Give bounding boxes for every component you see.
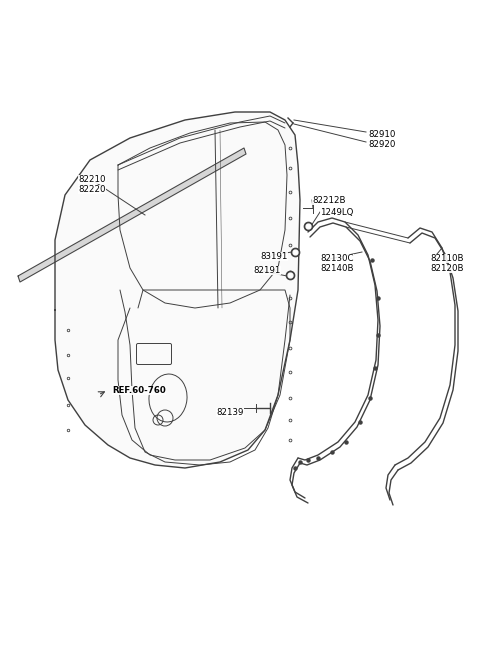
Text: REF.60-760: REF.60-760 [112, 386, 166, 395]
Text: 82220: 82220 [78, 185, 106, 194]
Polygon shape [18, 148, 246, 282]
Text: 82210: 82210 [78, 175, 106, 184]
Text: 82191: 82191 [253, 266, 280, 275]
Text: 82120B: 82120B [430, 264, 464, 273]
Text: 82139: 82139 [216, 408, 243, 417]
Text: 82110B: 82110B [430, 254, 464, 263]
Text: 82212B: 82212B [312, 196, 346, 205]
Text: 82130C: 82130C [320, 254, 353, 263]
Text: 1249LQ: 1249LQ [320, 208, 353, 217]
Text: 82140B: 82140B [320, 264, 353, 273]
Text: 82910: 82910 [368, 130, 396, 139]
Text: 82920: 82920 [368, 140, 396, 149]
Polygon shape [55, 112, 300, 468]
Text: 83191: 83191 [260, 252, 288, 261]
